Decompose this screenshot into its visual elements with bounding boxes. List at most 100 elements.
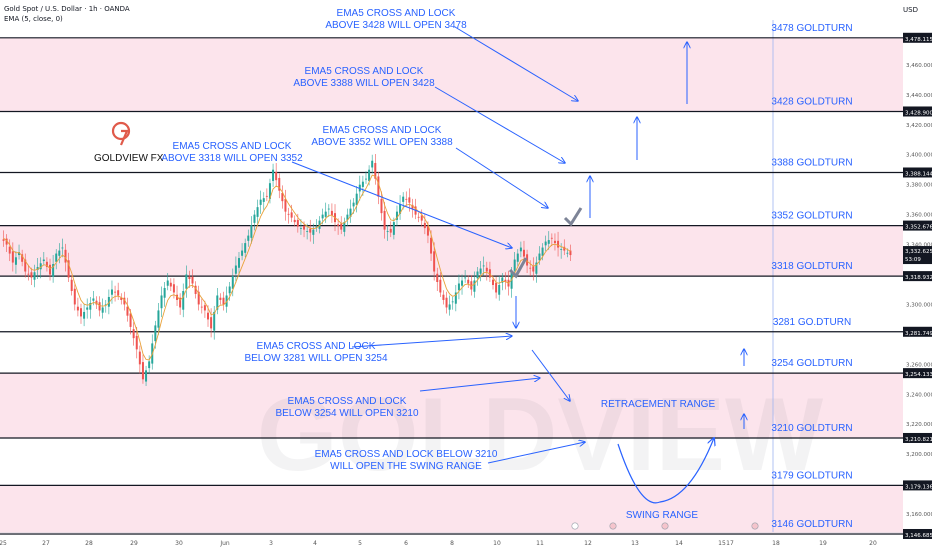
annotation-line2-1: ABOVE 3388 WILL OPEN 3428 <box>293 78 435 89</box>
candle-body <box>216 295 219 310</box>
zone-label-9: 3146 GOLDTURN <box>771 519 852 530</box>
event-marker-3[interactable] <box>751 522 759 530</box>
x-tick-14: 12 <box>584 540 592 547</box>
check-mark-icon <box>563 207 583 227</box>
indicator-legend[interactable]: EMA (5, close, 0) <box>4 15 63 23</box>
level-price-label-4: 3,318.932 <box>905 275 932 281</box>
candle-body <box>364 178 367 180</box>
y-tick-7: 3,300.000 <box>906 302 932 308</box>
candle-body <box>411 204 414 209</box>
candle-body <box>557 240 560 248</box>
candle-body <box>399 204 402 214</box>
candle-body <box>135 335 138 350</box>
candle-body <box>389 228 392 233</box>
candle-body <box>207 312 210 320</box>
candle-body <box>529 267 532 269</box>
candle-body <box>436 273 439 282</box>
candle-body <box>553 240 556 244</box>
candle-body <box>92 298 95 301</box>
level-price-label-6: 3,254.133 <box>905 372 932 378</box>
level-price-tag-6 <box>903 368 932 379</box>
candle-body <box>265 195 268 197</box>
candle-body <box>287 213 290 215</box>
arrow-7 <box>531 349 570 401</box>
candle-body <box>24 259 27 272</box>
candle-body <box>386 231 389 232</box>
candle-body <box>290 212 293 218</box>
candle-body <box>117 290 120 296</box>
level-price-tag-7 <box>903 432 932 443</box>
x-tick-1: 27 <box>42 540 50 547</box>
candle-body <box>482 265 485 267</box>
candle-body <box>327 208 330 210</box>
candle-body <box>200 306 203 308</box>
arrow-2 <box>291 161 512 248</box>
candle-body <box>563 246 566 251</box>
x-tick-5: Jun <box>219 540 230 547</box>
x-tick-0: 25 <box>0 540 7 547</box>
candle-body <box>380 198 383 214</box>
event-marker-1[interactable] <box>609 522 617 530</box>
goldview-logo-icon <box>119 129 129 146</box>
x-tick-18: 17 <box>726 540 734 547</box>
arrow-5 <box>419 378 540 392</box>
arrow-3 <box>455 147 548 208</box>
candle-body <box>14 257 17 265</box>
annotation-line2-2: ABOVE 3318 WILL OPEN 3352 <box>161 153 303 164</box>
candle-body <box>98 302 101 311</box>
zone-label-4: 3318 GOLDTURN <box>771 261 852 272</box>
candle-body <box>126 306 129 316</box>
candle-body <box>340 223 343 230</box>
level-price-label-3: 3,352.676 <box>905 225 932 231</box>
x-tick-9: 6 <box>404 540 408 547</box>
x-tick-2: 28 <box>85 540 93 547</box>
candle-body <box>303 225 306 230</box>
candle-body <box>166 280 169 286</box>
candle-body <box>259 199 262 205</box>
zone-band-1 <box>0 225 903 277</box>
arrow-6 <box>487 442 585 464</box>
candle-body <box>324 211 327 217</box>
candle-body <box>442 294 445 300</box>
annotation-line2-5: BELOW 3254 WILL OPEN 3210 <box>275 408 418 419</box>
candle-body <box>11 251 14 263</box>
candle-body <box>104 304 107 306</box>
zone-label-1: 3428 GOLDTURN <box>771 96 852 107</box>
level-price-label-5: 3,281.749 <box>905 331 932 337</box>
zone-band-2 <box>0 373 903 438</box>
candle-body <box>70 279 73 291</box>
logo-suffix: FX <box>147 153 164 164</box>
swing-range-label: SWING RANGE <box>626 510 699 521</box>
x-tick-20: 19 <box>819 540 827 547</box>
candle-body <box>330 210 333 216</box>
candle-body <box>268 183 271 199</box>
event-marker-2[interactable] <box>661 522 669 530</box>
candle-body <box>501 277 504 283</box>
y-tick-0: 3,160.000 <box>906 512 932 518</box>
candle-body <box>566 252 569 254</box>
candle-body <box>231 276 234 289</box>
candle-body <box>352 202 355 207</box>
candle-body <box>278 177 281 191</box>
candle-body <box>569 250 572 256</box>
candle-body <box>368 169 371 181</box>
candle-body <box>299 228 302 229</box>
candle-body <box>256 207 259 217</box>
candle-body <box>448 304 451 310</box>
candle-body <box>228 286 231 294</box>
candle-body <box>343 222 346 232</box>
candle-body <box>433 251 436 272</box>
candle-body <box>30 272 33 278</box>
candle-body <box>526 254 529 266</box>
last-price-value: 3,332.625 <box>905 249 932 255</box>
ema5-line <box>3 174 571 361</box>
candle-body <box>188 276 191 280</box>
annotation-line2-3: ABOVE 3352 WILL OPEN 3388 <box>311 137 453 148</box>
candle-body <box>275 171 278 181</box>
event-marker-0[interactable] <box>571 522 579 530</box>
candle-body <box>64 249 67 263</box>
level-price-tag-1 <box>903 106 932 117</box>
candle-body <box>454 292 457 304</box>
annotation-line1-4: EMA5 CROSS AND LOCK <box>257 341 376 352</box>
